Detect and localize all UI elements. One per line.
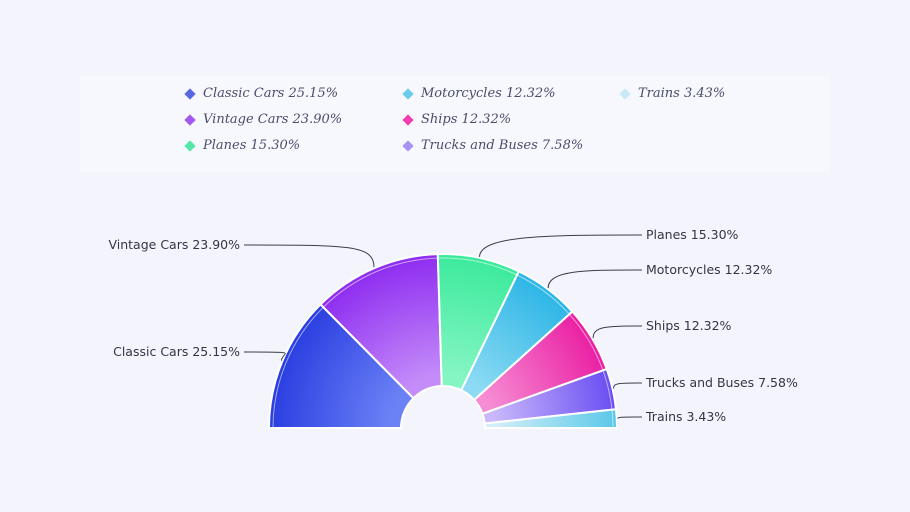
legend-item-planes[interactable]: Planes 15.30% — [184, 138, 301, 153]
legend-label-trucks-and-buses: Trucks and Buses 7.58% — [421, 138, 584, 153]
leader-line-planes — [479, 234, 643, 257]
data-label-vintage-cars: Vintage Cars 23.90% — [108, 237, 240, 252]
data-label-planes: Planes 15.30% — [646, 227, 739, 242]
slice-classic-cars[interactable] — [267, 302, 415, 429]
slice-highlight-planes — [438, 257, 517, 276]
data-label-trucks-and-buses: Trucks and Buses 7.58% — [645, 375, 798, 390]
legend-label-planes: Planes 15.30% — [203, 138, 301, 153]
legend-label-classic-cars: Classic Cars 25.15% — [203, 86, 339, 101]
legend-label-ships: Ships 12.32% — [421, 112, 512, 127]
leader-line-trucks-and-buses — [613, 382, 643, 389]
leader-line-motorcycles — [547, 269, 643, 289]
leader-line-ships — [592, 325, 643, 339]
data-label-classic-cars: Classic Cars 25.15% — [113, 344, 240, 359]
data-label-trains: Trains 3.43% — [645, 409, 726, 424]
leader-line-trains — [617, 416, 643, 419]
leader-line-classic-cars — [243, 351, 286, 361]
legend-item-motorcycles[interactable]: Motorcycles 12.32% — [402, 86, 556, 101]
leader-line-vintage-cars — [243, 244, 375, 268]
legend-item-vintage-cars[interactable]: Vintage Cars 23.90% — [184, 112, 343, 127]
slice-highlight-trains — [611, 410, 614, 428]
legend-label-trains: Trains 3.43% — [638, 86, 726, 101]
legend-item-trucks-and-buses[interactable]: Trucks and Buses 7.58% — [402, 138, 584, 153]
legend-item-trains[interactable]: Trains 3.43% — [619, 86, 726, 101]
slice-highlight-classic-cars — [272, 307, 324, 428]
legend-item-ships[interactable]: Ships 12.32% — [402, 112, 512, 127]
legend-label-vintage-cars: Vintage Cars 23.90% — [203, 112, 343, 127]
slice-highlight-vintage-cars — [323, 257, 438, 307]
slice-trains[interactable] — [483, 408, 619, 429]
data-label-motorcycles: Motorcycles 12.32% — [646, 262, 772, 277]
legend-label-motorcycles: Motorcycles 12.32% — [421, 86, 556, 101]
slice-highlight-motorcycles — [517, 274, 570, 314]
legend-item-classic-cars[interactable]: Classic Cars 25.15% — [184, 86, 339, 101]
data-label-ships: Ships 12.32% — [646, 318, 732, 333]
chart-legend: Classic Cars 25.15% Vintage Cars 23.90% Pl… — [80, 76, 830, 172]
slice-vintage-cars[interactable] — [319, 253, 443, 400]
slice-highlight-ships — [569, 314, 604, 370]
